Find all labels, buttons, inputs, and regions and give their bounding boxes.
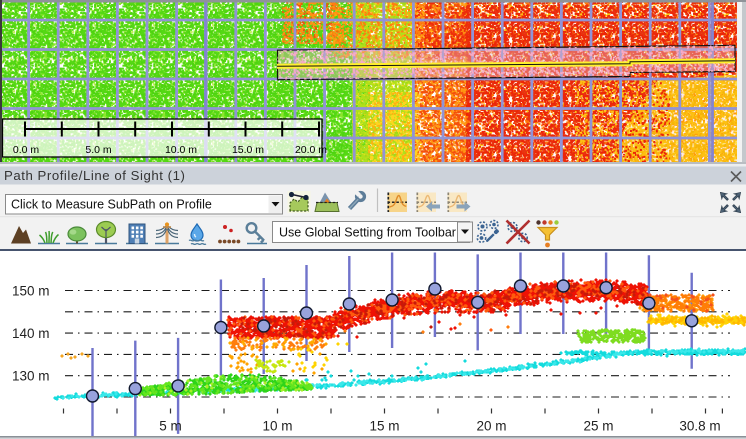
svg-text:10.0 m: 10.0 m (165, 144, 197, 156)
svg-text:15 m: 15 m (369, 419, 399, 434)
svg-text:5.0 m: 5.0 m (85, 144, 112, 156)
svg-text:130 m: 130 m (12, 369, 50, 384)
svg-text:5 m: 5 m (159, 419, 182, 434)
svg-text:Use Global Setting from Toolba: Use Global Setting from Toolbar (279, 226, 456, 240)
svg-text:0.0 m: 0.0 m (13, 144, 40, 156)
svg-text:15.0 m: 15.0 m (232, 144, 264, 156)
svg-text:140 m: 140 m (12, 326, 50, 341)
svg-text:20.0 m: 20.0 m (295, 144, 327, 156)
svg-text:Click to Measure SubPath on Pr: Click to Measure SubPath on Profile (11, 198, 212, 212)
svg-text:10 m: 10 m (262, 419, 292, 434)
svg-text:30.8 m: 30.8 m (679, 419, 720, 434)
svg-text:Path Profile/Line of Sight (1): Path Profile/Line of Sight (1) (4, 168, 185, 183)
svg-text:25 m: 25 m (583, 419, 613, 434)
svg-text:150 m: 150 m (12, 283, 50, 298)
svg-text:20 m: 20 m (476, 419, 506, 434)
